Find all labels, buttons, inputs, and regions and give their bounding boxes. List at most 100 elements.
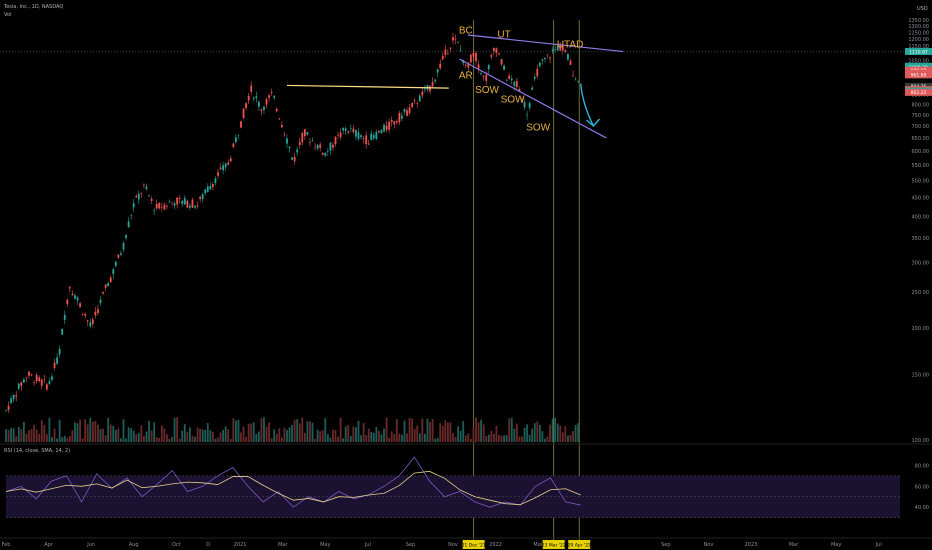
candle-body: [574, 78, 577, 80]
volume-bar: [140, 425, 143, 442]
candle-body: [171, 202, 173, 204]
candle-body: [569, 60, 572, 65]
rsi-line: [5, 456, 581, 508]
volume-bar: [74, 422, 76, 442]
volume-bar: [434, 438, 437, 442]
candle-body: [255, 96, 258, 99]
trend-lines[interactable]: [286, 34, 624, 139]
candles[interactable]: [5, 32, 580, 413]
volume-bar: [446, 422, 449, 442]
volume-bar: [7, 429, 10, 442]
volume-bar: [15, 436, 18, 442]
candle-body: [263, 106, 265, 110]
volume-bar: [20, 429, 23, 442]
candle-body: [500, 59, 503, 65]
volume-bar: [265, 426, 268, 442]
candle-body: [314, 146, 316, 148]
volume-bar: [490, 430, 493, 442]
candle-body: [189, 205, 191, 208]
volume-bar: [551, 418, 554, 442]
volume-bar: [498, 435, 500, 442]
volume-bar: [153, 422, 156, 442]
volume-bar: [296, 419, 299, 442]
time-tick-label: 2022: [489, 542, 502, 548]
rsi-pane[interactable]: 80.00 60.00 40.00: [0, 443, 932, 518]
candle-body: [296, 149, 299, 153]
price-tick-label: 650.00: [912, 136, 930, 142]
volume-bar: [469, 438, 472, 442]
candle-body: [265, 99, 268, 105]
candle-body: [329, 142, 332, 151]
volume-bar: [337, 436, 339, 442]
candle-body: [71, 293, 74, 296]
volume-bar: [319, 431, 322, 442]
volume-bar: [321, 430, 324, 442]
volume-bar: [211, 431, 214, 442]
candle-body: [306, 132, 309, 135]
time-axis[interactable]: Feb Apr Jun Aug Oct D 2021 Mar May Jul Sep Nov 2022 M…: [0, 537, 932, 549]
rsi-ma-line: [5, 470, 581, 506]
candle-body: [347, 131, 350, 133]
volume-bar: [278, 428, 281, 442]
volume-bar: [12, 428, 15, 442]
price-tick-label: 1200.00: [908, 37, 929, 43]
volume-bar: [367, 428, 370, 442]
volume-bar: [574, 424, 577, 442]
volume-bar: [311, 422, 314, 442]
volume-bar: [132, 430, 135, 442]
candle-body: [97, 309, 99, 313]
volume-bar: [306, 421, 309, 442]
volume-bar: [196, 427, 199, 442]
candle-body: [360, 135, 362, 138]
candle-body: [434, 79, 437, 82]
candle-body: [467, 62, 470, 68]
volume-bar: [286, 430, 288, 442]
candle-body: [475, 52, 477, 62]
volume-bar: [137, 432, 140, 442]
volume-bars: [5, 417, 580, 442]
volume-bar: [84, 419, 87, 442]
volume-bar: [206, 422, 209, 442]
candle-body: [84, 314, 87, 316]
candle-body: [367, 143, 370, 145]
price-axis[interactable]: 1350.001300.001250.001200.001150.001100.…: [0, 18, 932, 444]
volume-bar: [495, 425, 498, 442]
volume-bar: [487, 434, 490, 442]
volume-bar: [268, 422, 270, 442]
candle-body: [5, 409, 7, 411]
candle-body: [53, 362, 56, 368]
volume-bar: [569, 434, 572, 442]
candle-body: [160, 207, 163, 209]
time-tick-label: Nov: [448, 542, 458, 548]
volume-bar: [426, 418, 429, 442]
candle-body: [211, 184, 214, 187]
volume-bar: [178, 438, 181, 442]
volume-bar: [500, 435, 503, 442]
candle-body: [112, 269, 115, 275]
candle-body: [452, 37, 454, 41]
volume-bar: [344, 426, 347, 442]
candle-body: [15, 395, 18, 397]
candle-body: [150, 198, 153, 201]
candle-body: [191, 199, 194, 208]
candle-body: [61, 328, 64, 335]
volume-bar: [114, 429, 117, 442]
candle-body: [357, 132, 360, 139]
volume-bar: [10, 428, 13, 442]
volume-label[interactable]: Vol: [4, 12, 12, 18]
volume-bar: [79, 419, 81, 442]
volume-bar: [505, 434, 508, 442]
candle-body: [286, 138, 288, 144]
symbol-line[interactable]: Tesla, Inc., 1D, NASDAQ: [4, 4, 64, 10]
candle-body: [107, 283, 110, 287]
rsi-label[interactable]: RSI (14, close, SMA, 14, 2): [4, 448, 71, 454]
candle-body: [247, 95, 250, 101]
price-tick-label: 1250.00: [908, 30, 929, 36]
candle-body: [94, 311, 97, 316]
volume-bar: [559, 425, 562, 442]
volume-bar: [201, 429, 204, 442]
candle-body: [480, 73, 482, 75]
candle-body: [273, 95, 276, 98]
